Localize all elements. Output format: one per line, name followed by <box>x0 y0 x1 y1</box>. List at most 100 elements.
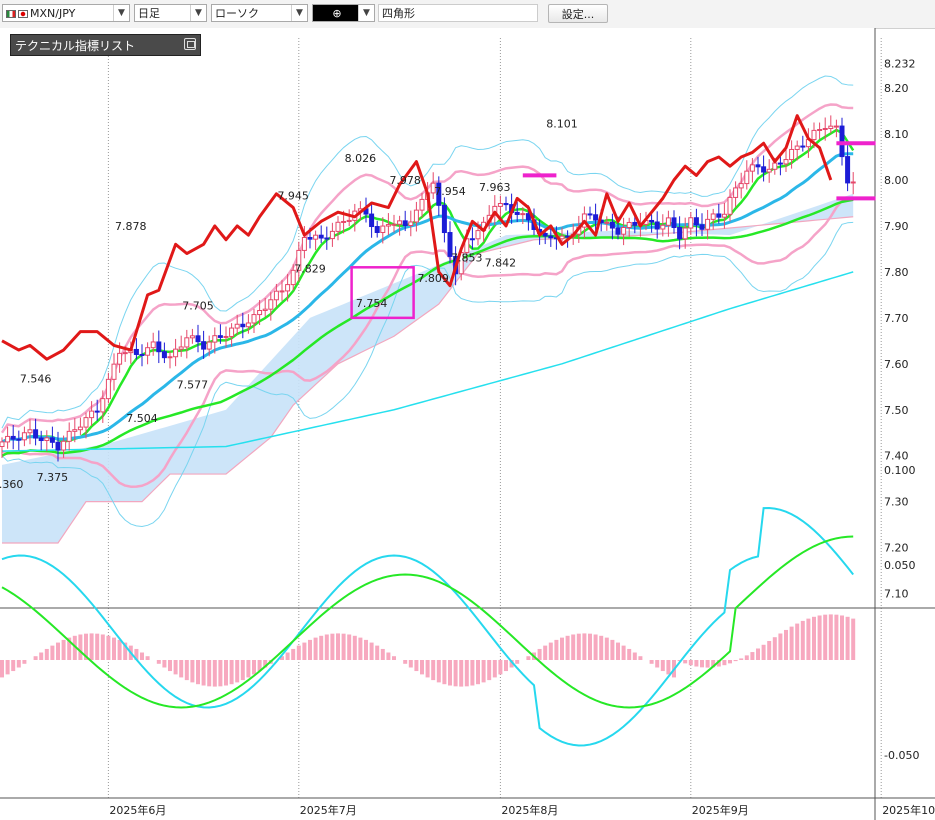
candle-up <box>817 129 823 132</box>
candle-down <box>318 234 324 239</box>
price-chart[interactable]: 7.360 7.546 7.375 7.878 7.504 7.577 7.705 7.945… <box>0 28 935 820</box>
toolbar: MXN/JPY ▼ 日足 ▼ ローソク ▼ ⊕ ▼ 四角形 設定... <box>0 0 935 29</box>
macd-histogram-bar <box>772 637 777 660</box>
macd-histogram-bar <box>257 660 262 672</box>
macd-histogram-bar <box>436 660 441 683</box>
candle-up <box>850 181 856 184</box>
price-label: 7.504 <box>126 412 158 425</box>
price-label: 8.101 <box>546 118 578 131</box>
candle-down <box>55 441 61 451</box>
candle-up <box>738 183 744 189</box>
bollinger-outer-upper <box>1 75 854 429</box>
symbol-label: MXN/JPY <box>30 6 76 20</box>
macd-histogram-bar <box>677 660 682 662</box>
series-overlay <box>1 114 876 361</box>
macd-histogram-bar <box>694 660 699 667</box>
candle-up <box>621 227 627 235</box>
settings-button[interactable]: 設定... <box>548 4 608 23</box>
candle-up <box>705 218 711 230</box>
macd-histogram-bar <box>263 660 268 668</box>
macd-histogram-bar <box>744 655 749 660</box>
macd-histogram-bar <box>380 648 385 660</box>
chart-style-select[interactable]: ローソク ▼ <box>211 4 308 22</box>
timeframe-select[interactable]: 日足 ▼ <box>134 4 207 22</box>
macd-histogram-bar <box>851 618 856 660</box>
y-tick-label: 7.20 <box>884 542 909 555</box>
macd-histogram-bar <box>420 660 424 675</box>
candle-down <box>324 237 330 240</box>
macd-histogram-bar <box>330 633 335 660</box>
candle-up <box>520 213 526 216</box>
macd-histogram-bar <box>823 614 828 660</box>
candle-up <box>766 168 772 173</box>
candle-down <box>525 213 531 221</box>
candle-up <box>21 432 27 441</box>
macd-histogram-bar <box>604 637 609 660</box>
price-label: 7.705 <box>182 300 214 313</box>
restore-window-icon[interactable] <box>184 38 196 50</box>
bollinger-outer-lower <box>1 221 854 527</box>
candle-up <box>105 378 111 400</box>
candle-up <box>413 209 419 223</box>
macd-histogram-bar <box>364 639 368 660</box>
macd-histogram-bar <box>246 660 251 678</box>
macd-histogram-bar <box>168 660 172 672</box>
macd-histogram-bar <box>11 660 16 672</box>
candle-up <box>245 322 251 328</box>
macd-histogram-bar <box>196 660 200 685</box>
macd-histogram-bar <box>476 660 480 685</box>
candle-up <box>184 337 190 348</box>
macd-histogram-bar <box>296 645 301 660</box>
macd-histogram-bar <box>840 615 844 660</box>
macd-histogram-bar <box>845 616 850 660</box>
indicator-list-panel[interactable]: テクニカル指標リスト <box>10 34 201 56</box>
macd-histogram-bar <box>280 656 284 660</box>
macd-histogram-bar <box>56 642 60 660</box>
timeframe-label: 日足 <box>138 7 160 20</box>
candle-up <box>223 335 229 338</box>
candle-up <box>257 309 263 316</box>
oscillator-tick-label: 0.050 <box>884 559 916 572</box>
macd-histogram-bar <box>308 639 312 660</box>
candle-down <box>800 145 806 148</box>
symbol-select[interactable]: MXN/JPY ▼ <box>2 4 130 22</box>
price-label: 7.954 <box>434 185 466 198</box>
candle-up <box>660 224 666 230</box>
candle-up <box>100 398 106 413</box>
draw-shape-field[interactable]: 四角形 <box>378 4 538 22</box>
candle-down <box>542 232 548 237</box>
macd-histogram-bar <box>817 615 822 660</box>
draw-tool-select[interactable]: ⊕ ▼ <box>312 4 375 22</box>
macd-histogram-bar <box>218 660 223 687</box>
macd-histogram-bar <box>554 639 559 660</box>
y-tick-label: 7.40 <box>884 450 909 463</box>
macd-histogram-bar <box>431 660 436 681</box>
chevron-down-icon[interactable]: ▼ <box>190 5 206 21</box>
macd-histogram-bar <box>448 660 452 686</box>
chevron-down-icon[interactable]: ▼ <box>358 5 374 21</box>
macd-line <box>1 507 854 747</box>
candle-down <box>699 224 705 230</box>
price-label: 7.878 <box>115 220 147 233</box>
candle-down <box>716 213 722 218</box>
macd-histogram-bar <box>834 614 839 660</box>
macd-histogram-bar <box>716 660 721 667</box>
candle-up <box>0 441 5 448</box>
candle-up <box>727 196 733 215</box>
macd-histogram-bar <box>688 660 693 666</box>
candle-up <box>167 356 173 359</box>
macd-histogram-bar <box>369 642 374 660</box>
candle-up <box>178 346 184 350</box>
candle-up <box>497 202 503 207</box>
macd-histogram-bar <box>800 620 805 660</box>
macd-histogram-bar <box>78 634 83 660</box>
macd-histogram-bar <box>100 634 105 660</box>
candle-down <box>587 213 593 216</box>
candle-up <box>380 225 386 233</box>
y-tick-label: 7.90 <box>884 220 909 233</box>
chevron-down-icon[interactable]: ▼ <box>291 5 307 21</box>
candle-up <box>828 125 834 129</box>
y-tick-label: 8.00 <box>884 174 909 187</box>
chevron-down-icon[interactable]: ▼ <box>113 5 129 21</box>
candle-down <box>374 226 380 233</box>
